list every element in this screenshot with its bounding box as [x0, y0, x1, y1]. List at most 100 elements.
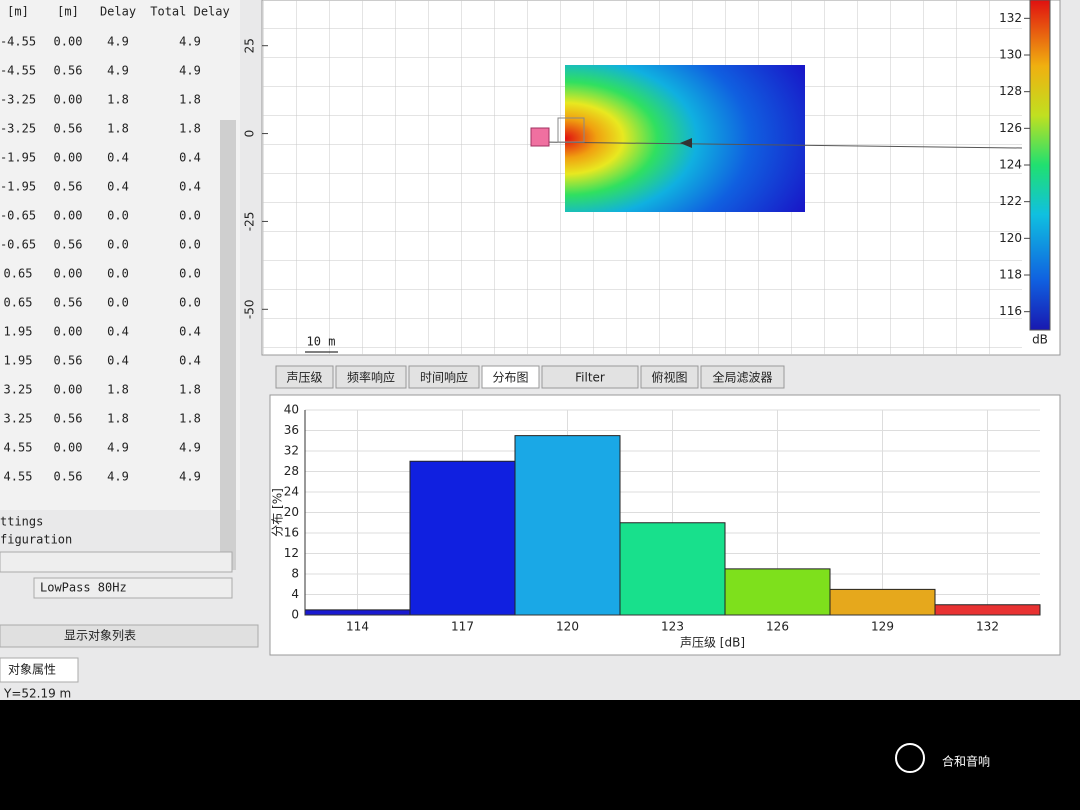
table-cell: -1.95 — [0, 151, 36, 165]
table-cell: 1.8 — [107, 383, 129, 397]
x-tick-label: 114 — [346, 620, 369, 634]
table-cell: -0.65 — [0, 238, 36, 252]
map-tick-label: 25 — [243, 38, 257, 53]
bar — [304, 609, 411, 616]
colorbar-tick-label: 130 — [999, 48, 1022, 62]
table-cell: 0.0 — [107, 238, 129, 252]
filter-dropdown[interactable] — [33, 577, 233, 599]
table-cell: -3.25 — [0, 93, 36, 107]
tab[interactable] — [481, 365, 540, 389]
show-objects-button[interactable] — [0, 624, 259, 648]
table-cell: 1.95 — [4, 325, 33, 339]
y-axis-label: 分布 [%] — [271, 488, 285, 537]
table-cell: 0.56 — [54, 470, 83, 484]
heatmap — [565, 65, 805, 212]
table-cell: 0.0 — [107, 296, 129, 310]
bar — [934, 604, 1041, 616]
column-header: [m] — [57, 5, 79, 19]
tab[interactable] — [700, 365, 785, 389]
tab-label: 时间响应 — [420, 370, 468, 385]
colorbar — [1029, 0, 1051, 331]
table-cell: 4.9 — [107, 470, 129, 484]
table-cell: 0.4 — [107, 180, 129, 194]
table-cell: 0.0 — [107, 267, 129, 281]
table-cell: 0.4 — [179, 180, 201, 194]
bar — [829, 588, 936, 616]
table-cell: 0.56 — [54, 180, 83, 194]
tab[interactable] — [640, 365, 699, 389]
y-tick-label: 4 — [291, 587, 299, 601]
table-cell: 0.00 — [54, 209, 83, 223]
colorbar-tick-label: 118 — [999, 268, 1022, 282]
colorbar-unit: dB — [1032, 333, 1048, 347]
table-panel — [0, 0, 240, 510]
scrollbar[interactable] — [220, 120, 236, 570]
x-tick-label: 126 — [766, 620, 789, 634]
table-cell: 0.0 — [107, 209, 129, 223]
table-cell: 0.0 — [179, 238, 201, 252]
tab-label: 俯视图 — [651, 370, 687, 385]
table-cell: 0.00 — [54, 325, 83, 339]
table-cell: 4.9 — [107, 64, 129, 78]
table-cell: 0.4 — [179, 151, 201, 165]
table-cell: 0.56 — [54, 296, 83, 310]
colorbar-tick-label: 122 — [999, 194, 1022, 208]
table-cell: 0.4 — [179, 354, 201, 368]
tab-label: 声压级 — [286, 371, 322, 385]
colorbar-tick-label: 132 — [999, 11, 1022, 25]
table-cell: 1.8 — [107, 412, 129, 426]
table-cell: 1.8 — [179, 93, 201, 107]
axis-line — [539, 141, 1023, 149]
colorbar-tick-label: 124 — [999, 158, 1022, 172]
table-cell: 4.9 — [179, 35, 201, 49]
table-cell: -4.55 — [0, 64, 36, 78]
y-tick-label: 40 — [284, 403, 299, 417]
y-tick-label: 12 — [284, 546, 299, 560]
listener-marker — [680, 138, 692, 148]
table-cell: -0.65 — [0, 209, 36, 223]
tab[interactable] — [408, 365, 480, 389]
table-cell: 4.9 — [179, 441, 201, 455]
speaker[interactable] — [530, 127, 550, 147]
y-tick-label: 32 — [284, 444, 299, 458]
tab[interactable] — [335, 365, 407, 389]
table-cell: 0.00 — [54, 93, 83, 107]
table-cell: 0.4 — [107, 325, 129, 339]
bar — [409, 460, 516, 616]
y-tick-label: 28 — [284, 464, 299, 478]
colorbar-tick-label: 128 — [999, 84, 1022, 98]
y-tick-label: 24 — [284, 485, 299, 499]
column-header: Delay — [100, 5, 136, 19]
tab-label: 分布图 — [492, 371, 528, 385]
filter-value: LowPass 80Hz — [40, 581, 127, 595]
y-tick-label: 0 — [291, 608, 299, 622]
properties-tab[interactable] — [0, 657, 79, 683]
tab[interactable] — [275, 365, 334, 389]
y-tick-label: 8 — [291, 567, 299, 581]
table-cell: 1.95 — [4, 354, 33, 368]
table-cell: -3.25 — [0, 122, 36, 136]
table-cell: 0.65 — [4, 296, 33, 310]
table-cell: 0.56 — [54, 412, 83, 426]
table-cell: 0.4 — [107, 354, 129, 368]
tab[interactable] — [541, 365, 639, 389]
table-cell: 0.56 — [54, 122, 83, 136]
table-cell: 0.65 — [4, 267, 33, 281]
column-header: Total Delay — [150, 5, 229, 19]
table-cell: 4.9 — [107, 35, 129, 49]
config-dropdown[interactable] — [0, 551, 233, 573]
colorbar-tick-label: 126 — [999, 121, 1022, 135]
table-cell: 0.00 — [54, 35, 83, 49]
table-cell: 4.55 — [4, 441, 33, 455]
table-cell: 3.25 — [4, 412, 33, 426]
table-cell: 0.00 — [54, 151, 83, 165]
bar — [619, 522, 726, 616]
button-label: 显示对象列表 — [64, 629, 136, 643]
x-axis-label: 声压级 [dB] — [680, 636, 745, 650]
tab-label: 全局滤波器 — [712, 370, 772, 385]
x-tick-label: 132 — [976, 620, 999, 634]
config-label: figuration — [0, 533, 72, 547]
table-cell: 0.0 — [179, 267, 201, 281]
tab-label: 频率响应 — [347, 370, 395, 385]
